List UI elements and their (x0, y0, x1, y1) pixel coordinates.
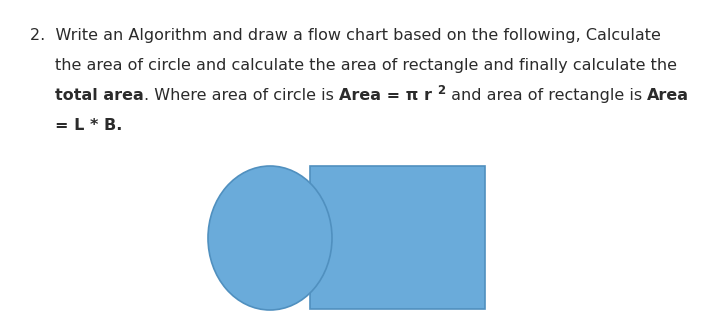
Text: total area: total area (55, 88, 144, 103)
Text: . Where area of circle is: . Where area of circle is (144, 88, 338, 103)
Text: 2: 2 (437, 84, 446, 97)
Text: = L * B.: = L * B. (55, 118, 123, 133)
Bar (310, 166, 485, 309)
Text: the area of circle and calculate the area of rectangle and finally calculate the: the area of circle and calculate the are… (55, 58, 677, 73)
Text: 2.  Write an Algorithm and draw a flow chart based on the following, Calculate: 2. Write an Algorithm and draw a flow ch… (30, 28, 661, 43)
Text: Area: Area (646, 88, 689, 103)
Ellipse shape (208, 166, 332, 310)
Text: and area of rectangle is: and area of rectangle is (446, 88, 646, 103)
Text: Area = π r: Area = π r (338, 88, 437, 103)
